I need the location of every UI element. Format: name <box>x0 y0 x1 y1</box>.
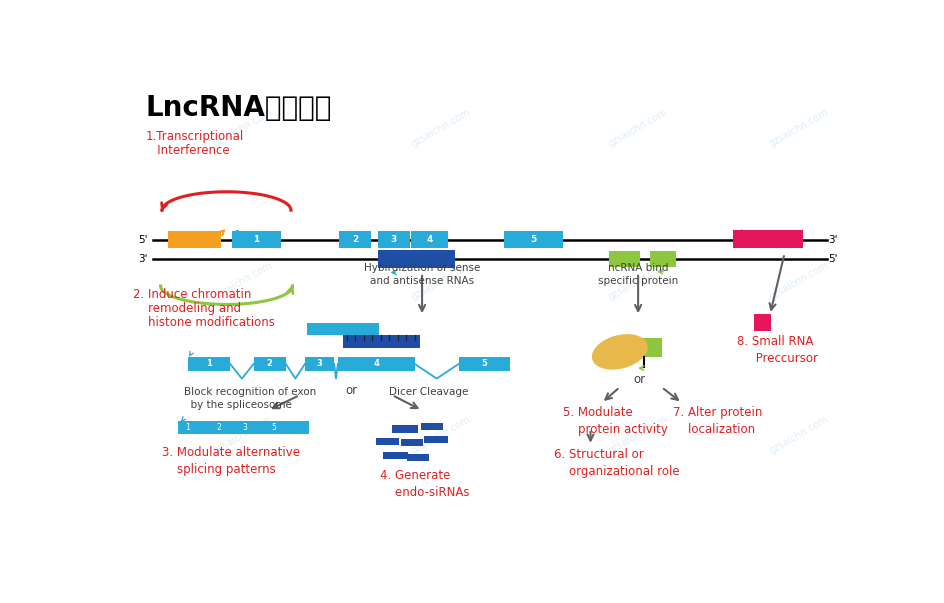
FancyBboxPatch shape <box>733 230 802 248</box>
Text: gzsaichn.com: gzsaichn.com <box>606 414 668 455</box>
FancyBboxPatch shape <box>392 425 418 433</box>
Text: LncRNA作用机制: LncRNA作用机制 <box>145 94 331 122</box>
Text: gzsaichn.com: gzsaichn.com <box>211 107 274 149</box>
Text: 2: 2 <box>351 235 358 244</box>
FancyBboxPatch shape <box>383 452 408 459</box>
Text: 5. Modulate
    protein activity: 5. Modulate protein activity <box>563 406 667 436</box>
Text: Block recognition of exon
  by the spliceosome: Block recognition of exon by the spliceo… <box>184 387 316 411</box>
FancyBboxPatch shape <box>188 357 230 371</box>
FancyBboxPatch shape <box>632 338 662 356</box>
Text: 7. Alter protein
    localization: 7. Alter protein localization <box>672 406 762 436</box>
Text: 5: 5 <box>530 235 536 244</box>
FancyBboxPatch shape <box>378 232 409 248</box>
FancyBboxPatch shape <box>339 232 370 248</box>
Text: 3': 3' <box>138 254 147 264</box>
FancyBboxPatch shape <box>376 438 399 445</box>
Text: 2: 2 <box>266 359 273 368</box>
Text: 5: 5 <box>480 359 487 368</box>
Text: 1: 1 <box>253 235 260 244</box>
FancyBboxPatch shape <box>407 454 429 461</box>
Text: gzsaichn.com: gzsaichn.com <box>409 260 471 302</box>
FancyBboxPatch shape <box>458 357 510 371</box>
Text: gzsaichn.com: gzsaichn.com <box>767 107 830 149</box>
Text: gzsaichn.com: gzsaichn.com <box>767 414 830 455</box>
Text: Dicer Cleavage: Dicer Cleavage <box>389 387 468 397</box>
FancyBboxPatch shape <box>307 323 379 335</box>
Text: gzsaichn.com: gzsaichn.com <box>409 414 471 455</box>
FancyBboxPatch shape <box>421 423 443 430</box>
Text: gzsaichn.com: gzsaichn.com <box>211 414 274 455</box>
FancyBboxPatch shape <box>424 437 447 443</box>
FancyBboxPatch shape <box>168 231 220 248</box>
FancyBboxPatch shape <box>400 439 422 446</box>
Text: remodeling and: remodeling and <box>132 302 241 315</box>
Text: ncRNA bind
specific protein: ncRNA bind specific protein <box>598 263 678 286</box>
Text: gzsaichn.com: gzsaichn.com <box>606 260 668 302</box>
Text: 4: 4 <box>373 359 379 368</box>
Text: histone modifications: histone modifications <box>132 316 275 329</box>
Text: 4: 4 <box>426 235 432 244</box>
FancyBboxPatch shape <box>337 357 414 371</box>
FancyBboxPatch shape <box>343 335 419 348</box>
Text: 1: 1 <box>206 359 211 368</box>
Text: 6. Structural or
    organizational role: 6. Structural or organizational role <box>553 449 679 478</box>
Text: 1: 1 <box>185 423 190 432</box>
Text: 8. Small RNA
     Preccursor: 8. Small RNA Preccursor <box>736 335 818 365</box>
Text: Interference: Interference <box>145 144 229 157</box>
FancyBboxPatch shape <box>608 251 639 267</box>
Text: 5: 5 <box>271 423 276 432</box>
FancyBboxPatch shape <box>411 232 447 248</box>
FancyBboxPatch shape <box>253 357 285 371</box>
Text: 2: 2 <box>216 423 221 432</box>
FancyBboxPatch shape <box>649 251 676 267</box>
Text: gzsaichn.com: gzsaichn.com <box>211 260 274 302</box>
Text: 3. Modulate alternative
    splicing patterns: 3. Modulate alternative splicing pattern… <box>162 446 300 476</box>
Text: Hybirdization of sense
and antisense RNAs: Hybirdization of sense and antisense RNA… <box>363 263 480 286</box>
Text: gzsaichn.com: gzsaichn.com <box>606 107 668 149</box>
Text: or: or <box>632 373 645 387</box>
Ellipse shape <box>591 334 647 370</box>
Text: 5': 5' <box>138 235 147 244</box>
FancyBboxPatch shape <box>503 232 562 248</box>
Text: gzsaichn.com: gzsaichn.com <box>767 260 830 302</box>
Text: 3: 3 <box>316 359 322 368</box>
FancyBboxPatch shape <box>305 357 334 371</box>
FancyBboxPatch shape <box>378 250 455 268</box>
FancyBboxPatch shape <box>231 232 281 248</box>
Text: 3': 3' <box>828 235 837 244</box>
FancyBboxPatch shape <box>178 421 308 434</box>
Text: 3: 3 <box>390 235 396 244</box>
Text: 2. Induce chromatin: 2. Induce chromatin <box>132 288 251 302</box>
Text: gzsaichn.com: gzsaichn.com <box>409 107 471 149</box>
Text: 5': 5' <box>828 254 837 264</box>
FancyBboxPatch shape <box>753 314 770 332</box>
Text: 4. Generate
    endo-siRNAs: 4. Generate endo-siRNAs <box>379 469 469 499</box>
Text: or: or <box>345 384 357 397</box>
Text: 1.Transcriptional: 1.Transcriptional <box>145 130 244 144</box>
Text: 3: 3 <box>242 423 247 432</box>
